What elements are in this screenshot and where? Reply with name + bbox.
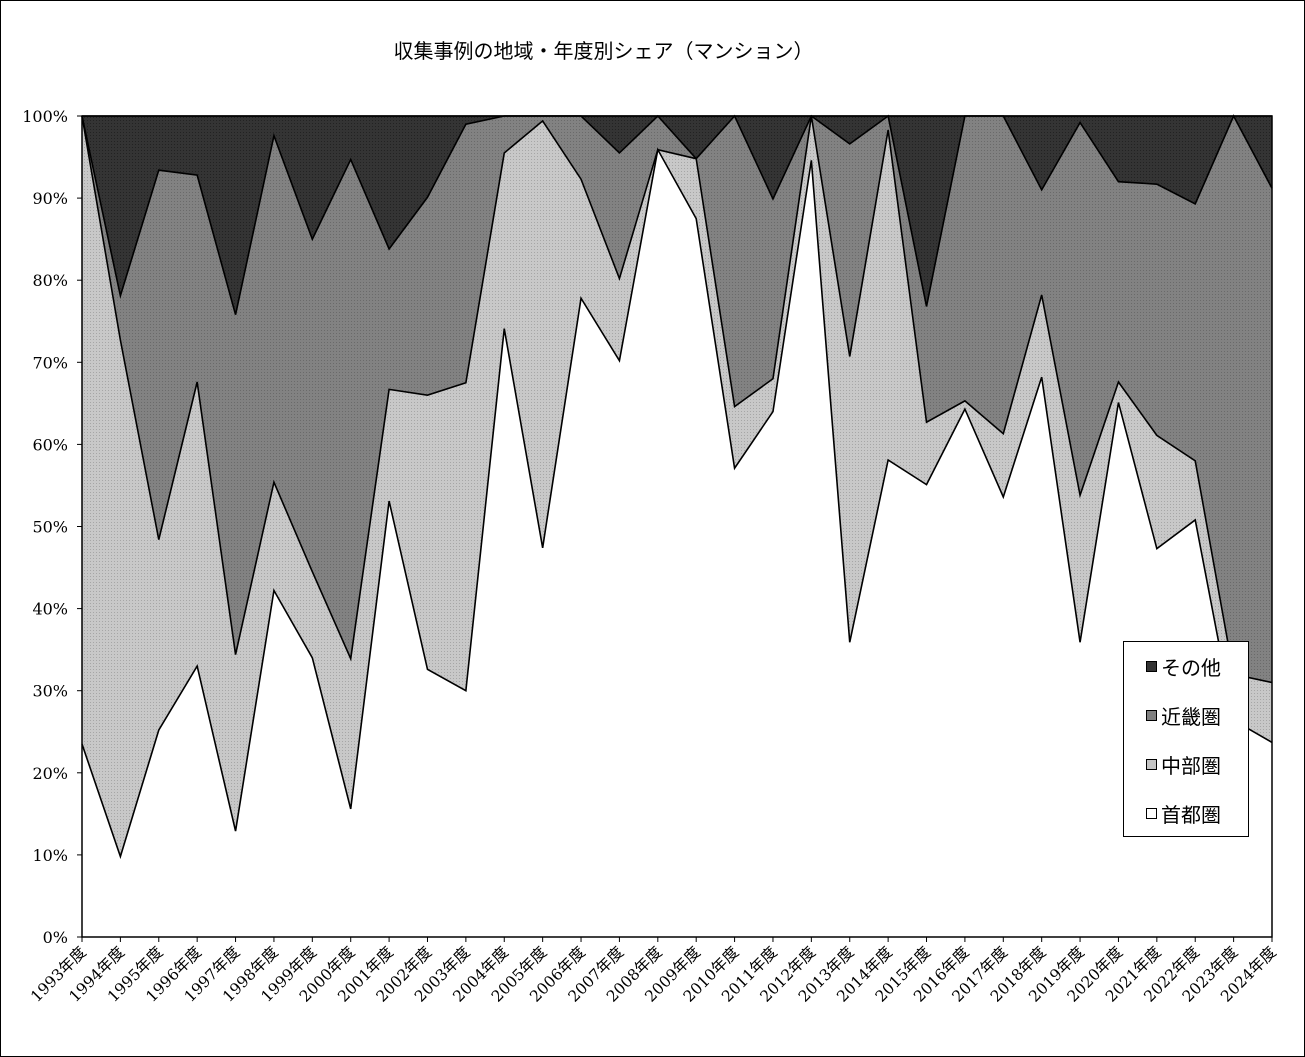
area-series-首都圏	[82, 149, 1272, 937]
y-tick-label: 20%	[32, 764, 68, 783]
y-tick-label: 70%	[32, 353, 68, 372]
y-tick-label: 60%	[32, 435, 68, 454]
area-series-その他	[82, 116, 1272, 315]
series-line-近畿圏	[81, 114, 1273, 315]
legend-swatch	[1146, 660, 1157, 672]
legend-item: 近畿圏	[1146, 703, 1221, 729]
y-tick-label: 0%	[43, 928, 68, 947]
area-series-近畿圏	[82, 116, 1272, 683]
chart-title: 収集事例の地域・年度別シェア（マンション）	[393, 39, 814, 63]
y-tick-label: 40%	[32, 600, 68, 619]
legend-label: 近畿圏	[1161, 704, 1221, 729]
series-line-首都圏	[81, 147, 1273, 860]
series-line-中部圏	[81, 115, 1273, 684]
legend-item: 中部圏	[1146, 752, 1221, 778]
legend-item: その他	[1146, 654, 1221, 680]
legend-swatch	[1146, 807, 1157, 819]
legend-label: 首都圏	[1161, 802, 1221, 827]
legend-swatch	[1146, 709, 1157, 721]
y-tick-label: 90%	[32, 189, 68, 208]
legend-item: 首都圏	[1146, 801, 1221, 827]
legend-swatch	[1146, 758, 1157, 770]
legend: その他近畿圏中部圏首都圏	[1123, 641, 1249, 837]
y-tick-label: 30%	[32, 682, 68, 701]
legend-label: その他	[1161, 655, 1221, 680]
y-tick-label: 100%	[22, 107, 68, 126]
y-tick-label: 80%	[32, 271, 68, 290]
y-tick-label: 10%	[32, 846, 68, 865]
y-tick-label: 50%	[32, 518, 68, 537]
legend-label: 中部圏	[1161, 753, 1221, 778]
